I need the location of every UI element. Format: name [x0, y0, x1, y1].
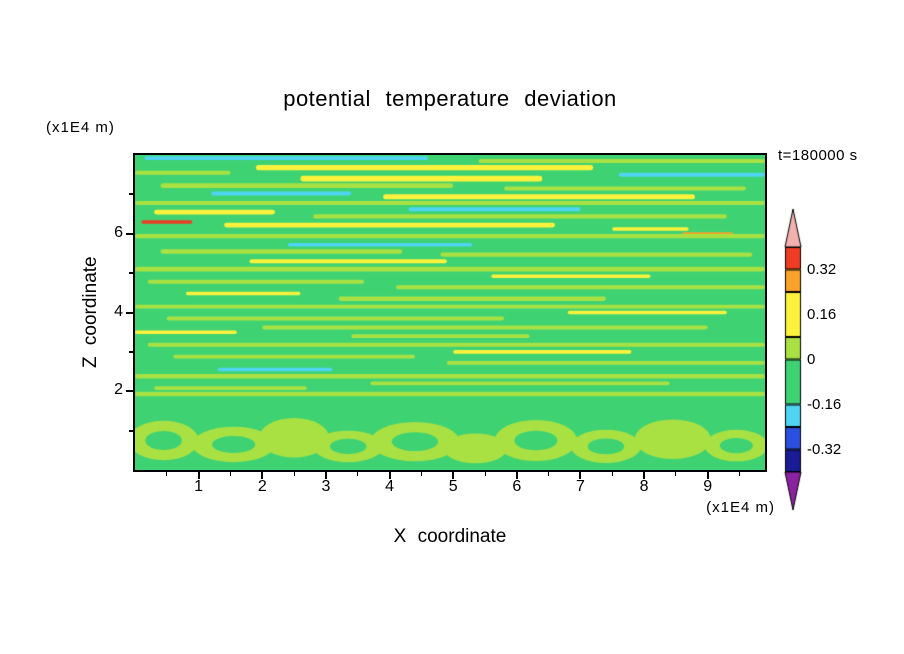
colorbar-label: 0 — [807, 350, 816, 368]
x-minor-tick — [548, 472, 550, 476]
z-minor-tick — [129, 193, 133, 196]
plot-frame — [133, 153, 767, 472]
z-tick-label: 4 — [114, 302, 123, 320]
x-minor-tick — [420, 472, 422, 476]
colorbar-label: -0.16 — [807, 395, 842, 413]
x-axis-unit-label: (x1E4 m) — [706, 499, 775, 516]
colorbar — [781, 203, 821, 515]
colorbar-label: 0.32 — [807, 260, 837, 278]
x-tick-label: 5 — [448, 478, 458, 495]
x-major-tick — [197, 472, 200, 479]
z-major-tick — [126, 311, 133, 314]
timestamp-label: t=180000 s — [778, 147, 858, 164]
x-major-tick — [388, 472, 391, 479]
x-minor-tick — [739, 472, 741, 476]
x-major-tick — [452, 472, 455, 479]
z-minor-tick — [129, 272, 133, 275]
x-major-tick — [324, 472, 327, 479]
x-tick-label: 9 — [703, 478, 713, 495]
x-minor-tick — [484, 472, 486, 476]
contour-field-canvas — [135, 155, 765, 470]
x-minor-tick — [166, 472, 168, 476]
x-tick-label: 7 — [576, 478, 585, 495]
colorbar-label: 0.16 — [807, 305, 837, 323]
z-minor-tick — [129, 350, 133, 353]
x-minor-tick — [611, 472, 613, 476]
x-tick-label: 8 — [639, 478, 649, 495]
z-axis-title: Z coordinate — [80, 256, 101, 369]
x-major-tick — [579, 472, 582, 479]
x-minor-tick — [293, 472, 295, 476]
x-tick-label: 2 — [257, 478, 267, 495]
x-tick-label: 6 — [512, 478, 522, 495]
z-major-tick — [126, 232, 133, 235]
x-minor-tick — [357, 472, 359, 476]
x-major-tick — [706, 472, 709, 479]
x-tick-label: 1 — [194, 478, 204, 495]
x-tick-label: 3 — [321, 478, 331, 495]
x-major-tick — [643, 472, 646, 479]
colorbar-label: -0.32 — [807, 440, 842, 458]
x-axis-title: X coordinate — [393, 526, 507, 547]
chart-title: potential temperature deviation — [283, 86, 617, 111]
z-tick-label: 2 — [114, 381, 123, 399]
x-tick-label: 4 — [385, 478, 394, 495]
z-major-tick — [126, 390, 133, 393]
z-minor-tick — [129, 429, 133, 432]
x-major-tick — [515, 472, 518, 479]
z-tick-label: 6 — [114, 223, 123, 241]
x-minor-tick — [675, 472, 677, 476]
x-major-tick — [261, 472, 264, 479]
x-minor-tick — [229, 472, 231, 476]
z-axis-unit-label: (x1E4 m) — [46, 119, 115, 136]
